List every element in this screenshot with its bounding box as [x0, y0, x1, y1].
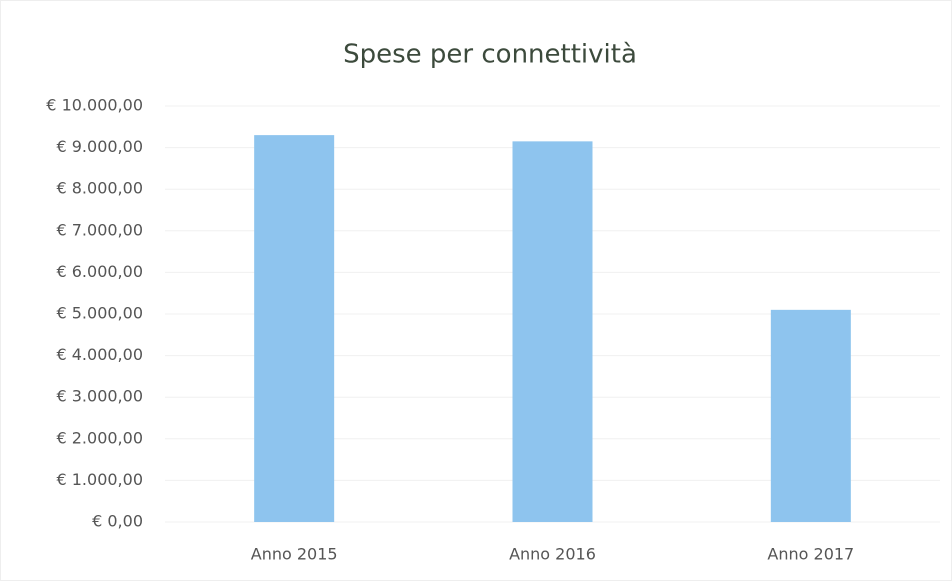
y-tick-label: € 2.000,00	[56, 428, 143, 447]
y-tick-label: € 6.000,00	[56, 262, 143, 281]
y-tick-label: € 1.000,00	[56, 470, 143, 489]
chart-title: Spese per connettività	[343, 40, 637, 70]
bar	[254, 135, 335, 522]
y-tick-label: € 4.000,00	[56, 345, 143, 364]
y-tick-label: € 8.000,00	[56, 179, 143, 198]
y-tick-label: € 3.000,00	[56, 387, 143, 406]
x-tick-label: Anno 2015	[251, 545, 338, 564]
y-tick-label: € 5.000,00	[56, 304, 143, 323]
y-tick-label: € 10.000,00	[46, 96, 143, 115]
y-tick-label: € 0,00	[92, 512, 143, 531]
x-tick-label: Anno 2017	[767, 545, 854, 564]
y-tick-label: € 7.000,00	[56, 220, 143, 239]
x-tick-label: Anno 2016	[509, 545, 596, 564]
y-tick-label: € 9.000,00	[56, 137, 143, 156]
bar	[770, 309, 851, 522]
bar	[512, 141, 593, 523]
